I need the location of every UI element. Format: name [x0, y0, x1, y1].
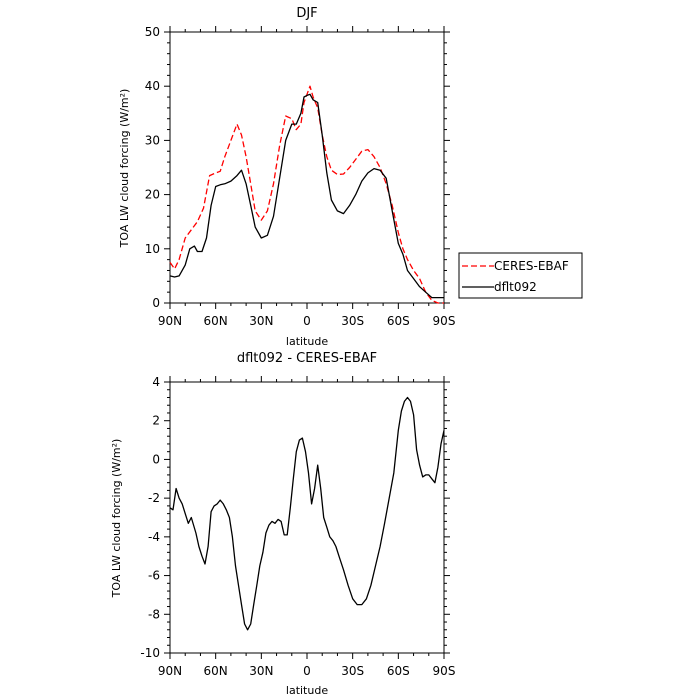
top-y-tick-label: 10 — [145, 242, 160, 256]
bottom-panel: dflt092 - CERES-EBAF -10 -8 -6 -4 -2 0 2 4 90N 60… — [110, 351, 455, 697]
top-panel: DJF 0 10 20 30 40 50 90N 60N 30N 0 30S 60S 90S latit… — [118, 6, 455, 348]
bottom-x-tick-label: 60N — [204, 664, 228, 678]
top-plot-area: 0 10 20 30 40 50 90N 60N 30N 0 30S 60S 90S — [145, 25, 456, 328]
top-x-tick-label: 90S — [433, 314, 456, 328]
bottom-y-tick-label: -6 — [148, 569, 160, 583]
top-plot-frame — [169, 31, 445, 304]
legend-label-dflt092: dflt092 — [494, 280, 537, 294]
top-y-tick-label: 40 — [145, 79, 160, 93]
top-x-tick-label: 60S — [387, 314, 410, 328]
legend-label-ceres: CERES-EBAF — [494, 259, 569, 273]
bottom-y-tick-label: 2 — [152, 414, 160, 428]
top-y-axis-label: TOA LW cloud forcing (W/m²) — [118, 89, 131, 249]
top-x-axis-label: latitude — [286, 335, 328, 348]
bottom-x-tick-label: 30S — [341, 664, 364, 678]
top-chart-title: DJF — [296, 6, 317, 21]
top-x-tick-label: 90N — [158, 314, 182, 328]
bottom-y-tick-label: 4 — [152, 375, 160, 389]
bottom-x-tick-label: 0 — [303, 664, 311, 678]
bottom-y-tick-label: -2 — [148, 491, 160, 505]
bottom-x-tick-label: 90S — [433, 664, 456, 678]
top-series-line-ceres-ebaf — [169, 85, 444, 304]
bottom-y-tick-label: -8 — [148, 607, 160, 621]
bottom-y-tick-label: 0 — [152, 452, 160, 466]
bottom-y-axis-label: TOA LW cloud forcing (W/m²) — [110, 439, 123, 599]
bottom-x-axis-label: latitude — [286, 684, 328, 697]
bottom-chart-title: dflt092 - CERES-EBAF — [237, 351, 377, 366]
legend-box — [458, 252, 583, 299]
legend: CERES-EBAF dflt092 — [458, 252, 583, 299]
bottom-x-tick-label: 30N — [249, 664, 273, 678]
bottom-plot-area: -10 -8 -6 -4 -2 0 2 4 90N 60N 30N 0 30S 60S 90S — [140, 375, 455, 678]
top-x-tick-label: 0 — [303, 314, 311, 328]
bottom-x-tick-label: 90N — [158, 664, 182, 678]
top-y-tick-label: 50 — [145, 25, 160, 39]
top-y-tick-label: 30 — [145, 133, 160, 147]
bottom-x-tick-label: 60S — [387, 664, 410, 678]
bottom-y-tick-label: -10 — [140, 646, 160, 660]
top-series-line-dflt092 — [169, 93, 444, 299]
bottom-series-line-difference — [169, 396, 445, 631]
top-y-tick-label: 20 — [145, 188, 160, 202]
top-y-tick-label: 0 — [152, 296, 160, 310]
top-x-tick-label: 60N — [204, 314, 228, 328]
top-x-tick-label: 30N — [249, 314, 273, 328]
bottom-y-tick-label: -4 — [148, 530, 160, 544]
top-x-tick-label: 30S — [341, 314, 364, 328]
